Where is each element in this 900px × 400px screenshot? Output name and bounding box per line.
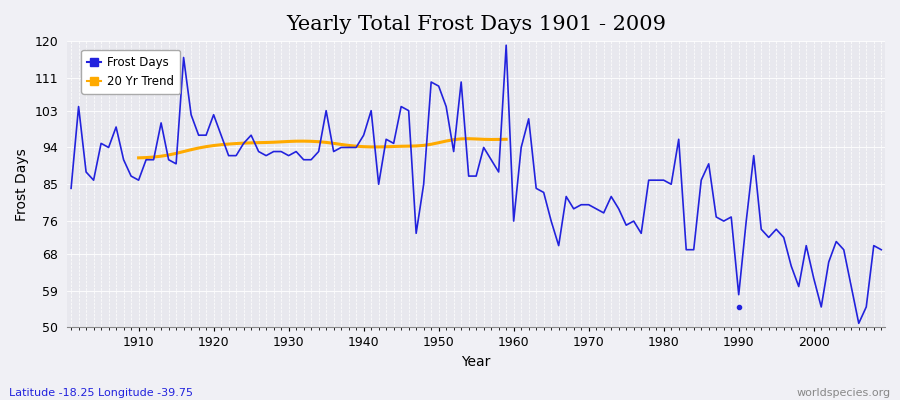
Text: Latitude -18.25 Longitude -39.75: Latitude -18.25 Longitude -39.75: [9, 388, 193, 398]
Title: Yearly Total Frost Days 1901 - 2009: Yearly Total Frost Days 1901 - 2009: [286, 15, 666, 34]
Y-axis label: Frost Days: Frost Days: [15, 148, 29, 221]
X-axis label: Year: Year: [462, 355, 490, 369]
Legend: Frost Days, 20 Yr Trend: Frost Days, 20 Yr Trend: [81, 50, 180, 94]
Text: worldspecies.org: worldspecies.org: [796, 388, 891, 398]
